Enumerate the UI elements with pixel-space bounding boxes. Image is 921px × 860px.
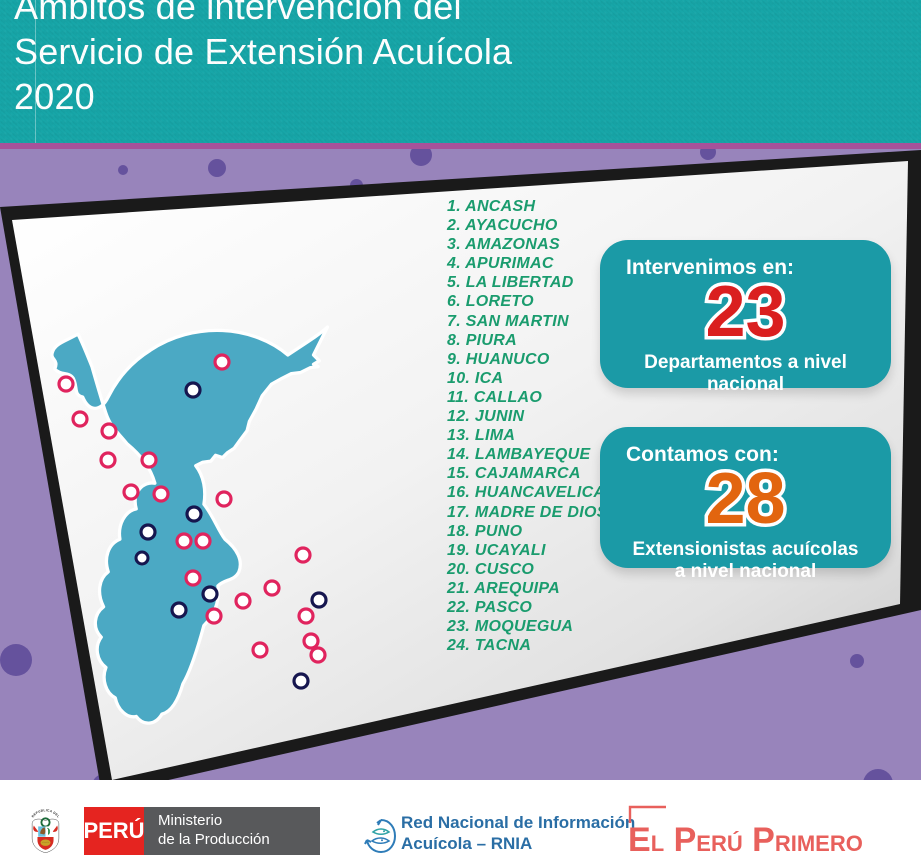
svg-text:EL PERÚ PRIMERO: EL PERÚ PRIMERO xyxy=(628,821,863,859)
